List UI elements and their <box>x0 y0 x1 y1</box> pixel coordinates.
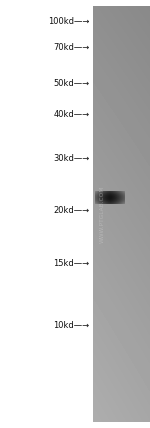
Text: 40kd—→: 40kd—→ <box>53 110 89 119</box>
Text: 20kd—→: 20kd—→ <box>53 206 89 215</box>
Text: 50kd—→: 50kd—→ <box>53 79 89 88</box>
Text: 100kd—→: 100kd—→ <box>48 17 89 26</box>
Text: 30kd—→: 30kd—→ <box>53 154 89 163</box>
Text: 10kd—→: 10kd—→ <box>53 321 89 330</box>
Text: 70kd—→: 70kd—→ <box>53 43 89 53</box>
Text: 15kd—→: 15kd—→ <box>53 259 89 268</box>
Text: WWW.PTGLAB.COM: WWW.PTGLAB.COM <box>100 185 105 243</box>
